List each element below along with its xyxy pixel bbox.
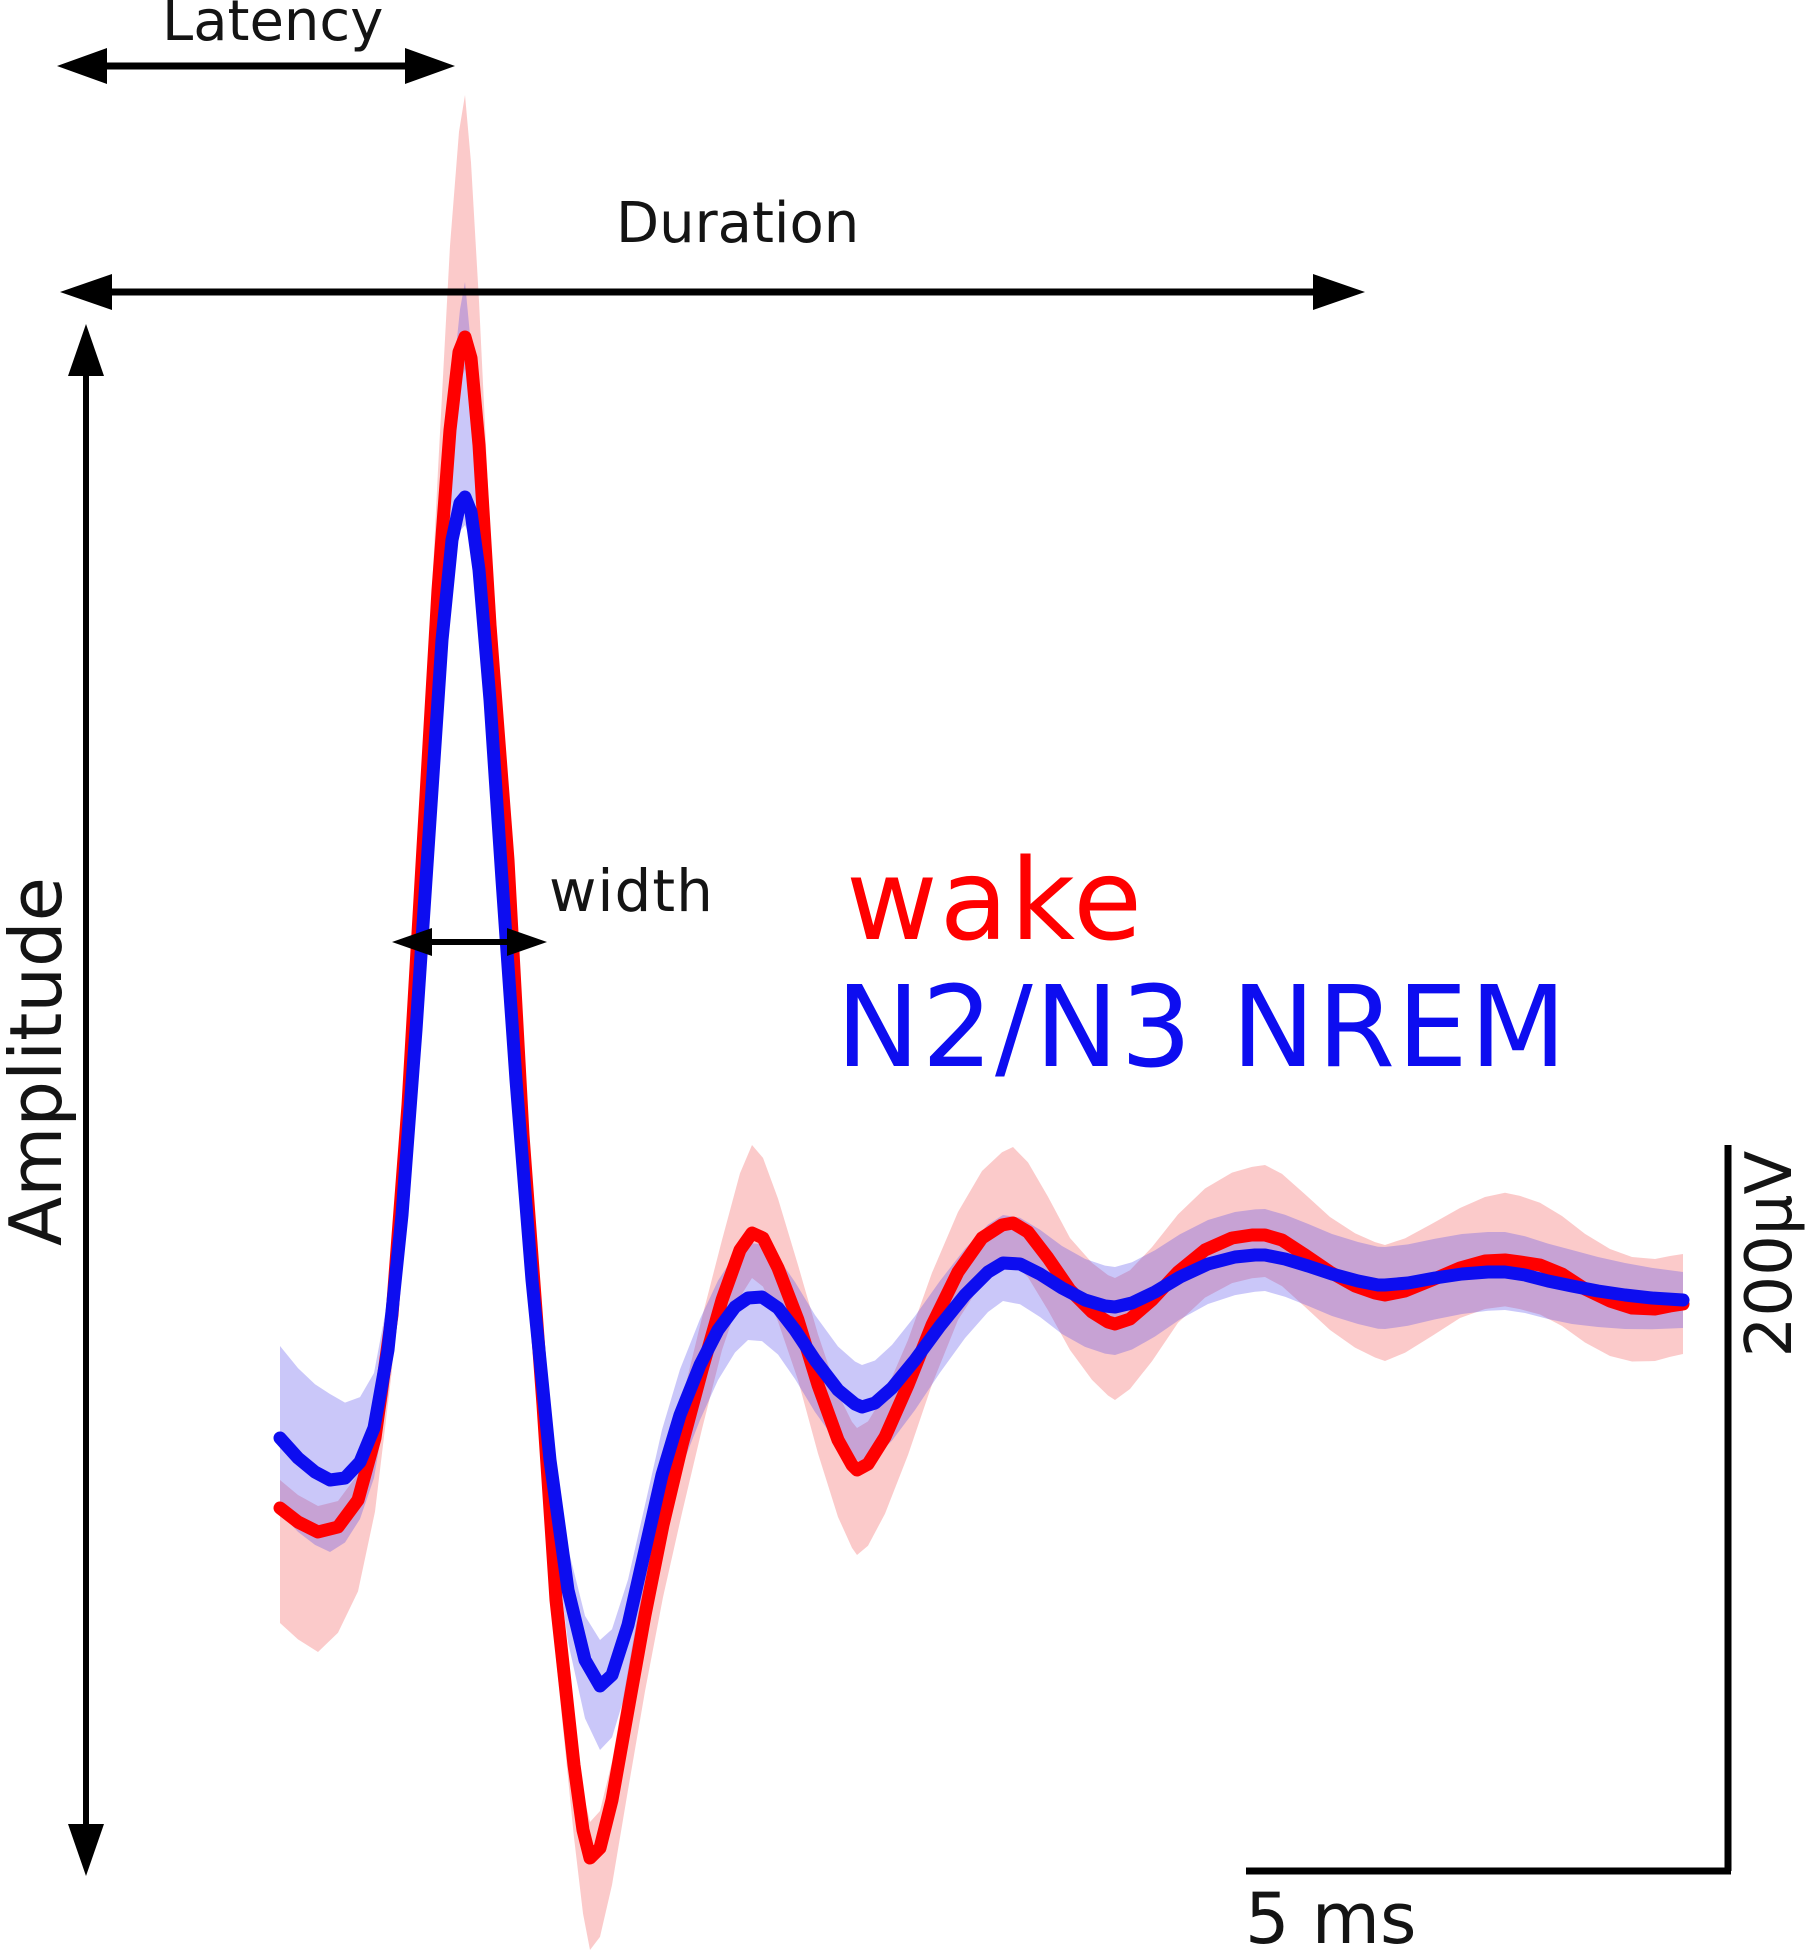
duration-arrow [60,274,112,310]
width-label: width [549,857,714,925]
amplitude-arrow [68,324,104,376]
latency-label: Latency [162,0,384,54]
width-arrow [392,928,547,956]
latency-arrow [405,48,455,84]
duration-label: Duration [616,191,860,256]
duration-arrow [1313,274,1365,310]
amplitude-arrow [68,1824,104,1876]
wake-line [273,330,1690,1865]
time-scale-label: 5 ms [1245,1878,1417,1960]
latency-arrow [57,48,455,84]
legend-wake: wake [846,836,1145,966]
nrem-line [273,490,1690,1693]
latency-arrow [57,48,107,84]
duration-arrow [60,274,1365,310]
amplitude-label: Amplitude [0,877,78,1246]
legend-nrem: N2/N3 NREM [836,963,1569,1093]
width-arrow [392,928,432,956]
amplitude-arrow [68,324,104,1876]
voltage-scale-label: 200µV [1733,1150,1807,1358]
width-arrow [507,928,547,956]
